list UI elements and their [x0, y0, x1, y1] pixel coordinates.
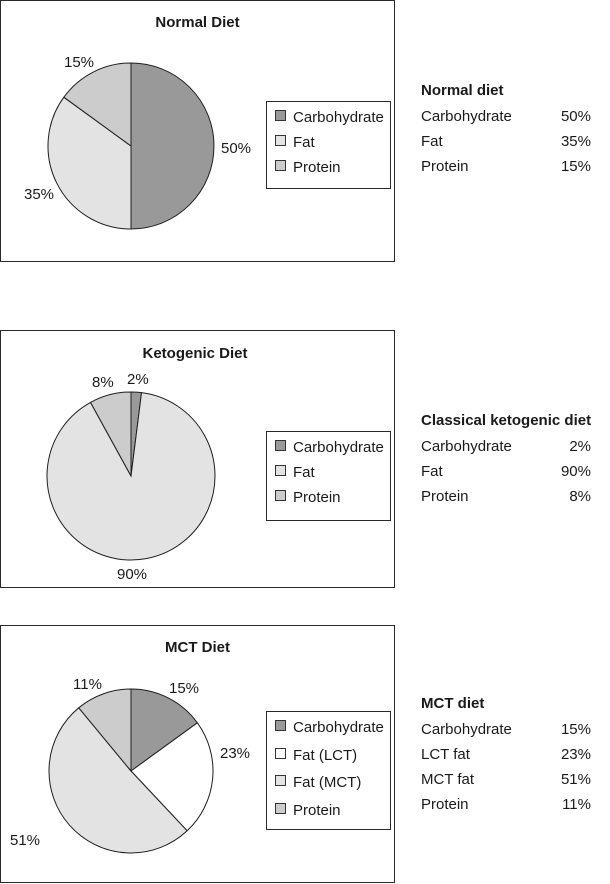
legend-item-carbohydrate: Carbohydrate — [275, 719, 384, 736]
legend-label: Protein — [293, 159, 341, 176]
legend-swatch — [275, 490, 286, 501]
legend-swatch — [275, 803, 286, 814]
row-label: Protein — [421, 796, 469, 813]
legend-item-fat-lct: Fat (LCT) — [275, 747, 357, 764]
row-value: 15% — [560, 721, 591, 738]
pie-slice-fat — [47, 96, 132, 230]
mct-diet-table: MCT diet Carbohydrate 15% LCT fat 23% MCT … — [421, 695, 591, 821]
table-row: MCT fat 51% — [421, 771, 591, 796]
chart-legend: Carbohydrate Fat Protein — [266, 101, 391, 189]
row-label: Fat — [421, 463, 443, 480]
table-row: Protein 8% — [421, 488, 591, 513]
chart-legend: Carbohydrate Fat Protein — [266, 431, 391, 521]
legend-item-carbohydrate: Carbohydrate — [275, 109, 384, 126]
table-row: Protein 15% — [421, 158, 591, 183]
legend-swatch — [275, 748, 286, 759]
legend-swatch — [275, 440, 286, 451]
pie-slice-fat-mct — [48, 707, 188, 854]
pie-slice-carbohydrate — [130, 688, 199, 772]
row-label: Protein — [421, 158, 469, 175]
pie-slice-protein — [89, 391, 132, 477]
legend-label: Fat (MCT) — [293, 774, 362, 791]
row-label: Protein — [421, 488, 469, 505]
row-label: Fat — [421, 133, 443, 150]
legend-item-protein: Protein — [275, 802, 341, 819]
row-label: MCT fat — [421, 771, 475, 788]
row-label: Carbohydrate — [421, 438, 512, 455]
ketogenic-diet-table: Classical ketogenic diet Carbohydrate 2% … — [421, 412, 601, 513]
legend-swatch — [275, 775, 286, 786]
chart-legend: Carbohydrate Fat (LCT) Fat (MCT) Protein — [266, 711, 391, 830]
slice-label-fat: 35% — [24, 186, 55, 203]
row-label: Carbohydrate — [421, 721, 512, 738]
row-value: 11% — [562, 796, 591, 813]
slice-label-fat-lct: 23% — [220, 745, 251, 762]
row-value: 51% — [560, 771, 591, 788]
chart-title: Normal Diet — [155, 14, 240, 31]
row-value: 2% — [569, 438, 591, 455]
slice-label-protein: 8% — [92, 374, 114, 391]
row-value: 8% — [569, 488, 591, 505]
legend-swatch — [275, 135, 286, 146]
table-heading: MCT diet — [421, 695, 485, 712]
legend-swatch — [275, 465, 286, 476]
table-row: LCT fat 23% — [421, 746, 591, 771]
pie-slice-fat — [46, 392, 216, 561]
slice-label-protein: 15% — [64, 54, 95, 71]
legend-label: Protein — [293, 802, 341, 819]
row-value: 90% — [560, 463, 591, 480]
legend-item-protein: Protein — [275, 489, 341, 506]
table-row: Fat 35% — [421, 133, 591, 158]
slice-label-protein: 11% — [73, 676, 102, 693]
slice-label-carbohydrate: 15% — [169, 680, 200, 697]
row-value: 23% — [560, 746, 591, 763]
legend-label: Fat — [293, 464, 315, 481]
ketogenic-diet-pie — [46, 391, 216, 561]
slice-label-fat-mct: 51% — [10, 832, 41, 849]
normal-diet-pie — [47, 62, 215, 230]
legend-label: Fat (LCT) — [293, 747, 358, 764]
legend-swatch — [275, 720, 286, 731]
table-row: Carbohydrate 2% — [421, 438, 591, 463]
mct-diet-pie — [48, 688, 214, 854]
table-row: Fat 90% — [421, 463, 591, 488]
slice-label-fat: 90% — [117, 566, 148, 583]
legend-label: Fat — [293, 134, 315, 151]
pie-slice-fat-lct — [130, 722, 214, 832]
row-value: 50% — [560, 108, 591, 125]
pie-slice-carbohydrate — [130, 62, 215, 230]
legend-item-fat: Fat — [275, 464, 315, 481]
chart-title: Ketogenic Diet — [142, 345, 248, 362]
legend-label: Protein — [293, 489, 341, 506]
row-label: LCT fat — [421, 746, 470, 763]
normal-diet-chart: Normal Diet 50% 35% 15% Carbohydrate Fat… — [0, 0, 395, 262]
table-row: Carbohydrate 50% — [421, 108, 591, 133]
pie-slice-protein — [63, 62, 132, 147]
table-row: Carbohydrate 15% — [421, 721, 591, 746]
row-value: 15% — [560, 158, 591, 175]
legend-item-fat-mct: Fat (MCT) — [275, 774, 361, 791]
chart-title: MCT Diet — [165, 639, 230, 656]
row-label: Carbohydrate — [421, 108, 512, 125]
table-row: Protein 11% — [421, 796, 591, 821]
legend-item-carbohydrate: Carbohydrate — [275, 439, 384, 456]
legend-swatch — [275, 160, 286, 171]
slice-label-carbohydrate: 2% — [127, 371, 149, 388]
pie-slice-protein — [78, 688, 132, 773]
table-heading: Classical ketogenic diet — [421, 412, 592, 429]
ketogenic-diet-chart: Ketogenic Diet 2% 90% 8% Carbohydrate Fa… — [0, 330, 395, 588]
legend-swatch — [275, 110, 286, 121]
legend-label: Carbohydrate — [293, 719, 384, 736]
legend-label: Carbohydrate — [293, 439, 384, 456]
table-heading: Normal diet — [421, 82, 504, 99]
normal-diet-table: Normal diet Carbohydrate 50% Fat 35% Prote… — [421, 82, 591, 183]
slice-label-carbohydrate: 50% — [221, 140, 252, 157]
legend-item-fat: Fat — [275, 134, 315, 151]
legend-item-protein: Protein — [275, 159, 341, 176]
legend-label: Carbohydrate — [293, 109, 384, 126]
mct-diet-chart: MCT Diet 15% 23% 51% 11% Carbohydrate Fa… — [0, 625, 395, 883]
row-value: 35% — [560, 133, 591, 150]
